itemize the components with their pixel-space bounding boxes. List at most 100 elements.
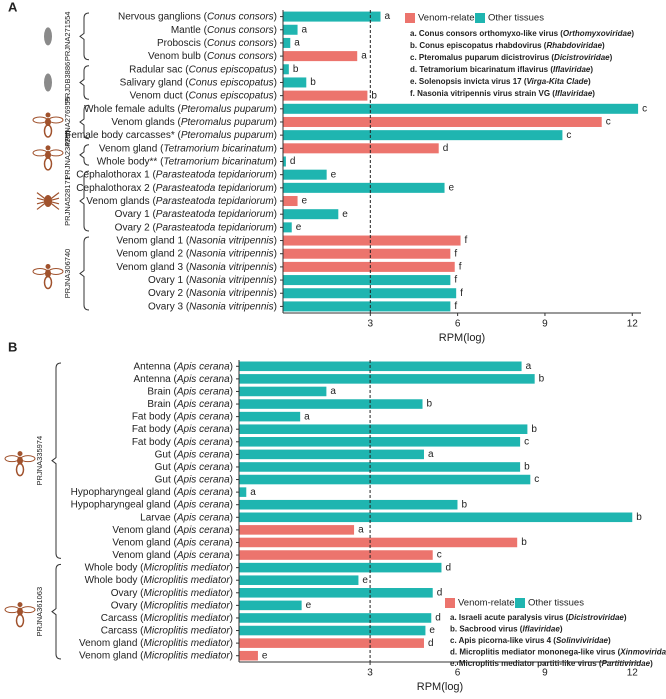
y-tick-label: Fat body (Apis cerana) xyxy=(132,411,233,422)
bar xyxy=(239,474,531,485)
project-label: PRJNA306740 xyxy=(63,249,72,299)
bar xyxy=(283,248,451,259)
y-tick-label: Venom gland (Apis cerana) xyxy=(112,550,233,561)
bar-label: b xyxy=(461,499,467,510)
icon xyxy=(47,200,60,210)
bar-label: a xyxy=(250,487,256,498)
bar xyxy=(283,116,602,127)
bar-label: e xyxy=(331,169,337,180)
icon xyxy=(15,613,25,628)
bar-label: e xyxy=(449,182,455,193)
icon xyxy=(32,149,48,157)
project-bracket xyxy=(79,12,90,61)
y-tick-label: Venom glands (Parasteatoda tepidariorum) xyxy=(86,196,277,207)
bar-label: a xyxy=(294,38,300,49)
bar-label: b xyxy=(427,399,433,410)
icon xyxy=(45,145,51,151)
icon xyxy=(45,112,51,118)
bar-label: c xyxy=(566,130,571,141)
icon xyxy=(20,606,36,614)
bar xyxy=(239,411,301,422)
y-tick-label: Carcass (Microplitis mediator) xyxy=(101,625,233,636)
y-tick-label: Ovary 1 (Parasteatoda tepidariorum) xyxy=(115,209,277,220)
bar-label: e xyxy=(296,222,302,233)
project-bracket xyxy=(79,144,90,166)
y-tick-label: Venom gland (Tetramorium bicarinatum) xyxy=(99,143,277,154)
legend-note: d. Tetramorium bicarinatum iflavirus (If… xyxy=(410,65,593,74)
bar xyxy=(283,51,358,62)
project-label: PRJNA361063 xyxy=(35,587,44,637)
x-tick-label: 3 xyxy=(368,319,374,330)
bar xyxy=(283,275,451,286)
legend-swatch xyxy=(445,598,455,608)
icon xyxy=(43,157,53,171)
y-tick-label: Gut (Apis cerana) xyxy=(155,462,233,473)
y-tick-label: Antenna (Apis cerana) xyxy=(133,361,233,372)
bar-label: e xyxy=(342,209,348,220)
x-tick-label: 12 xyxy=(627,668,639,679)
icon xyxy=(43,124,53,138)
bar xyxy=(239,525,355,535)
bar xyxy=(239,399,423,409)
icon xyxy=(32,116,48,124)
bar-label: b xyxy=(539,374,545,385)
bar-label: a xyxy=(526,361,532,372)
x-tick-label: 3 xyxy=(367,668,373,679)
bar-label: c xyxy=(437,550,442,561)
y-tick-label: Fat body (Apis cerana) xyxy=(132,436,233,447)
bar-label: f xyxy=(465,235,468,246)
y-tick-label: Nervous ganglions (Conus consors) xyxy=(118,11,277,22)
bar-label: b xyxy=(531,424,537,435)
bar xyxy=(239,374,535,384)
bar xyxy=(283,24,298,35)
bar-label: e xyxy=(429,625,435,636)
y-tick-label: Cephalothorax 1 (Parasteatoda tepidarior… xyxy=(76,169,277,180)
y-tick-label: Venom gland (Apis cerana) xyxy=(112,525,233,536)
bar-label: d xyxy=(435,613,441,624)
y-tick-label: Salivary gland (Conus episcopatus) xyxy=(120,77,277,88)
legend-swatch xyxy=(515,598,525,608)
x-tick-label: 9 xyxy=(542,319,548,330)
y-tick-label: Ovary (Microplitis mediator) xyxy=(111,600,233,611)
project-bracket xyxy=(79,65,90,100)
project-bracket xyxy=(51,563,62,660)
bar xyxy=(239,487,247,497)
bar-label: a xyxy=(358,525,364,536)
legend-note: d. Microplitis mediator mononega-like vi… xyxy=(450,648,666,657)
bar-label: a xyxy=(304,411,310,422)
legend-note: e. Microplitis mediator partiti-like vir… xyxy=(450,659,653,668)
legend-label: Other tissues xyxy=(528,598,584,609)
bar-label: a xyxy=(428,449,434,460)
x-tick-label: 6 xyxy=(455,668,461,679)
x-tick-label: 12 xyxy=(627,319,639,330)
bar-label: d xyxy=(445,562,451,573)
legend-note: c. Apis picorna-like virus 4 (Solinvivir… xyxy=(450,636,611,645)
project-label: PRJNA528171 xyxy=(63,176,72,226)
bar xyxy=(239,386,327,397)
y-tick-label: Venom glands (Pteromalus puparum) xyxy=(111,117,277,128)
bar xyxy=(283,301,451,312)
bar xyxy=(283,77,307,88)
x-tick-label: 9 xyxy=(542,668,548,679)
icon xyxy=(17,451,23,457)
icon xyxy=(43,275,53,290)
icon xyxy=(15,462,25,477)
bar xyxy=(239,537,518,548)
project-bracket xyxy=(79,104,90,140)
icon xyxy=(36,197,49,202)
bar-label: b xyxy=(521,537,527,548)
bar-label: b xyxy=(371,90,377,101)
project-bracket xyxy=(79,236,90,311)
legend-swatch xyxy=(405,13,415,23)
y-tick-label: Venom gland (Microplitis mediator) xyxy=(79,650,233,661)
bar-label: e xyxy=(262,650,268,661)
y-tick-label: Gut (Apis cerana) xyxy=(155,474,233,485)
bar xyxy=(283,288,457,299)
bar xyxy=(283,64,289,75)
legend-swatch xyxy=(475,13,485,23)
icon xyxy=(36,200,49,210)
icon xyxy=(47,197,60,202)
bar xyxy=(239,424,528,434)
project-label: PRJNA335974 xyxy=(35,436,44,486)
bar xyxy=(283,182,445,193)
